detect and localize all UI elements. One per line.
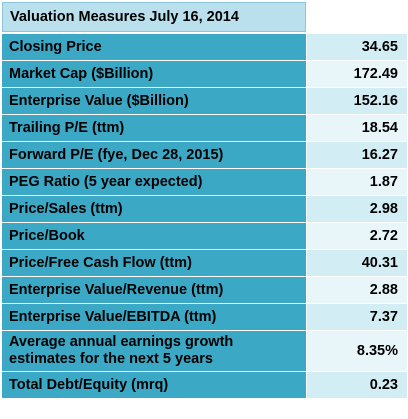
table-row: Closing Price 34.65 — [1, 32, 408, 61]
row-value-peg-ratio: 1.87 — [306, 168, 408, 196]
row-label-market-cap: Market Cap ($Billion) — [1, 60, 307, 88]
table-row: PEG Ratio (5 year expected) 1.87 — [1, 168, 408, 196]
row-label-price-book: Price/Book — [1, 222, 307, 250]
row-label-trailing-pe: Trailing P/E (ttm) — [1, 114, 307, 142]
row-value-ev-ebitda: 7.37 — [306, 303, 408, 331]
table-row: Enterprise Value/EBITDA (ttm) 7.37 — [1, 303, 408, 331]
row-label-forward-pe: Forward P/E (fye, Dec 28, 2015) — [1, 141, 307, 169]
row-value-price-fcf: 40.31 — [306, 249, 408, 277]
row-value-enterprise-value: 152.16 — [306, 87, 408, 115]
title-spacer — [306, 1, 408, 33]
title-row: Valuation Measures July 16, 2014 — [1, 1, 408, 34]
row-label-price-sales: Price/Sales (ttm) — [1, 195, 307, 223]
row-value-trailing-pe: 18.54 — [306, 114, 408, 142]
row-label-peg-ratio: PEG Ratio (5 year expected) — [1, 168, 307, 196]
row-value-debt-equity: 0.23 — [306, 371, 408, 399]
row-label-earnings-growth: Average annual earnings growth estimates… — [1, 330, 307, 372]
row-value-market-cap: 172.49 — [306, 60, 408, 88]
row-label-debt-equity: Total Debt/Equity (mrq) — [1, 371, 307, 399]
row-label-closing-price: Closing Price — [1, 32, 307, 61]
valuation-measures-table: Valuation Measures July 16, 2014 Closing… — [1, 1, 408, 399]
row-label-ev-revenue: Enterprise Value/Revenue (ttm) — [1, 276, 307, 304]
row-value-price-book: 2.72 — [306, 222, 408, 250]
table-row: Enterprise Value/Revenue (ttm) 2.88 — [1, 276, 408, 304]
table-row: Enterprise Value ($Billion) 152.16 — [1, 87, 408, 115]
table-title: Valuation Measures July 16, 2014 — [1, 1, 307, 34]
row-value-ev-revenue: 2.88 — [306, 276, 408, 304]
row-label-enterprise-value: Enterprise Value ($Billion) — [1, 87, 307, 115]
row-value-closing-price: 34.65 — [306, 32, 408, 61]
row-value-earnings-growth: 8.35% — [306, 330, 408, 372]
table-row: Market Cap ($Billion) 172.49 — [1, 60, 408, 88]
table-row: Price/Free Cash Flow (ttm) 40.31 — [1, 249, 408, 277]
row-value-price-sales: 2.98 — [306, 195, 408, 223]
table-row: Average annual earnings growth estimates… — [1, 330, 408, 372]
table-row: Trailing P/E (ttm) 18.54 — [1, 114, 408, 142]
row-label-ev-ebitda: Enterprise Value/EBITDA (ttm) — [1, 303, 307, 331]
table-row: Forward P/E (fye, Dec 28, 2015) 16.27 — [1, 141, 408, 169]
row-label-price-fcf: Price/Free Cash Flow (ttm) — [1, 249, 307, 277]
table-row: Price/Book 2.72 — [1, 222, 408, 250]
table-row: Total Debt/Equity (mrq) 0.23 — [1, 371, 408, 399]
table-row: Price/Sales (ttm) 2.98 — [1, 195, 408, 223]
row-value-forward-pe: 16.27 — [306, 141, 408, 169]
